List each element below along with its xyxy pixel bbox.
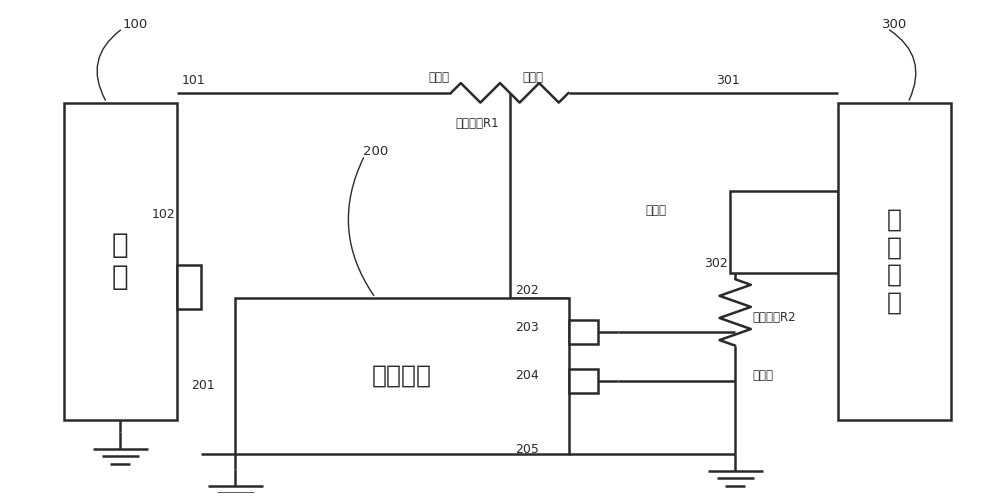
Text: 300: 300 [882,18,907,31]
Text: 输入端: 输入端 [428,71,449,84]
Text: 第一电阔R1: 第一电阔R1 [456,117,500,129]
Text: 102: 102 [152,208,176,221]
Text: 控制芯片: 控制芯片 [372,364,432,388]
Text: 201: 201 [191,379,215,392]
Text: 输
出
端
口: 输 出 端 口 [887,208,902,315]
Text: 电
源: 电 源 [112,231,129,291]
Bar [730,191,838,273]
Text: 202: 202 [515,284,538,297]
Text: 输出端: 输出端 [753,370,774,382]
Text: 输出端: 输出端 [523,71,544,84]
Bar [569,320,598,344]
Text: 205: 205 [515,443,539,456]
Bar [177,264,201,309]
Text: 输入端: 输入端 [645,205,666,218]
Text: 101: 101 [182,74,205,87]
Bar [235,298,569,454]
Bar [838,103,951,420]
Bar [64,103,177,420]
Text: 200: 200 [363,145,388,158]
Text: 302: 302 [704,257,728,270]
Bar [569,369,598,393]
Text: 第二电阔R2: 第二电阔R2 [753,311,796,324]
Text: 204: 204 [515,370,538,382]
Text: 203: 203 [515,321,538,334]
Text: 301: 301 [716,74,739,87]
Text: 100: 100 [123,18,148,31]
